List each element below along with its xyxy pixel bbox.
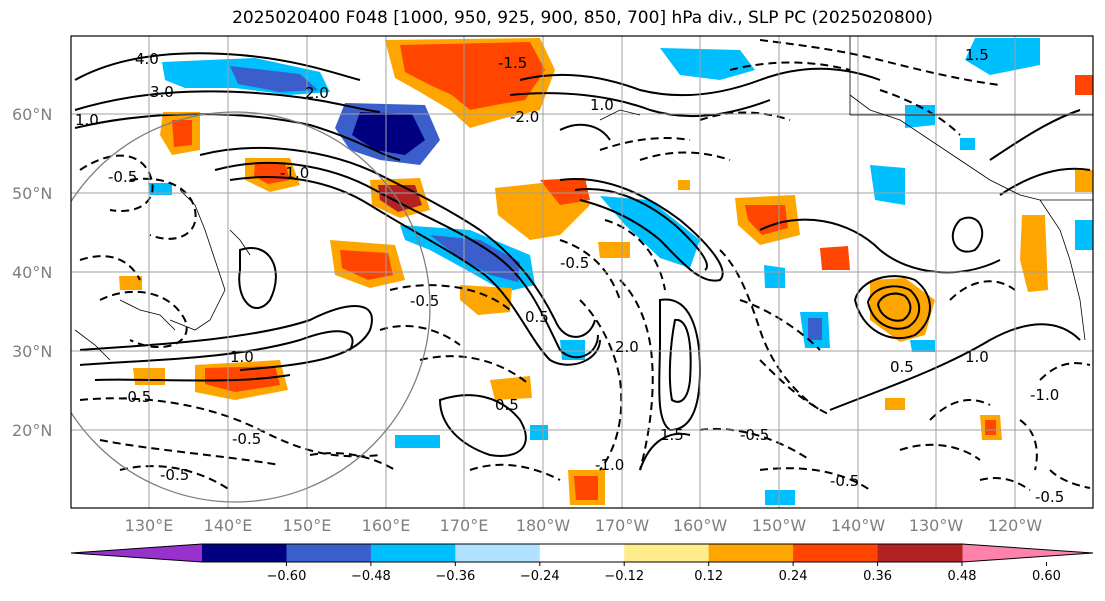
contour-label: 2.0 (615, 338, 639, 356)
contour-label: -1.5 (498, 54, 527, 72)
plot-frame (70, 35, 1094, 509)
colorbar-tick-label: 0.48 (948, 569, 977, 584)
lon-label: 140°W (831, 516, 886, 535)
contour-label: 2.0 (305, 84, 329, 102)
contour-label: -0.5 (830, 472, 859, 490)
lon-label: 160°W (673, 516, 728, 535)
lon-label: 150°W (752, 516, 807, 535)
contour-label: -2.0 (510, 108, 539, 126)
contour-label: 0.5 (525, 308, 549, 326)
colorbar-swatch (286, 544, 372, 562)
colorbar-swatch (539, 544, 625, 562)
contour-label: 1.0 (965, 348, 989, 366)
colorbar-swatch (708, 544, 794, 562)
lat-label: 40°N (12, 263, 52, 282)
coastlines (74, 36, 1093, 361)
contour-label: 1.5 (965, 46, 989, 64)
lon-label: 130°W (909, 516, 964, 535)
contour-label: -0.5 (560, 254, 589, 272)
colorbar-tick-label: −0.60 (267, 569, 307, 584)
lon-label: 140°E (204, 516, 253, 535)
colorbar-outline (70, 543, 1094, 563)
colorbar-tick-label: 0.12 (694, 569, 723, 584)
lat-label: 30°N (12, 342, 52, 361)
colorbar-extend-low (71, 544, 202, 562)
contour-label: -0.5 (108, 168, 137, 186)
latitude-labels: 60°N 50°N 40°N 30°N 20°N (12, 105, 52, 440)
contour-label: 1.5 (660, 426, 684, 444)
map-title: 2025020400 F048 [1000, 950, 925, 900, 85… (232, 8, 933, 28)
contour-label: -1.0 (595, 456, 624, 474)
graticule (71, 36, 1093, 508)
colorbar-tick-label: 0.24 (779, 569, 808, 584)
lon-label: 150°E (283, 516, 332, 535)
contour-label: 1.0 (230, 348, 254, 366)
contour-label: -0.5 (410, 292, 439, 310)
colorbar-tick-label: −0.24 (520, 569, 560, 584)
contour-label: -0.5 (232, 430, 261, 448)
colorbar-tick-label: −0.12 (604, 569, 644, 584)
contour-label: 3.0 (150, 83, 174, 101)
colorbar-tick-label: 0.60 (1032, 569, 1061, 584)
domain-circle (71, 111, 431, 503)
contour-label: 1.0 (75, 111, 99, 129)
colorbar-swatch (370, 544, 456, 562)
contour-label: -0.5 (740, 426, 769, 444)
contour-labels: 4.0 3.0 2.0 1.0 -0.5 -1.0 -1.5 -2.0 -0.5… (75, 46, 1064, 506)
colorbar-tick-label: −0.36 (435, 569, 475, 584)
contour-label: -0.5 (160, 466, 189, 484)
colorbar-swatch (624, 544, 710, 562)
lon-label: 120°W (988, 516, 1043, 535)
lon-label: 170°W (595, 516, 650, 535)
lon-label: 160°E (362, 516, 411, 535)
contour-label: 4.0 (135, 50, 159, 68)
contour-label: -0.5 (1035, 488, 1064, 506)
contour-label: -1.0 (1030, 386, 1059, 404)
longitude-labels: 130°E 140°E 150°E 160°E 170°E 180°W 170°… (125, 516, 1043, 535)
lon-label: 130°E (125, 516, 174, 535)
contour-label: -1.0 (280, 164, 309, 182)
colorbar-extend-high (962, 544, 1093, 562)
colorbar: −0.60 −0.48 −0.36 −0.24 −0.12 0.12 0.24 0.36 0.4… (70, 543, 1094, 584)
colorbar-swatch (202, 544, 287, 562)
colorbar-swatch (793, 544, 879, 562)
positive-contours (74, 52, 1091, 471)
contour-label: 1.0 (590, 96, 614, 114)
lat-label: 60°N (12, 105, 52, 124)
colorbar-tick-label: 0.36 (863, 569, 892, 584)
lat-label: 50°N (12, 184, 52, 203)
contour-label: 0.5 (890, 358, 914, 376)
colorbar-swatch (455, 544, 541, 562)
colorbar-tick-label: −0.48 (351, 569, 391, 584)
contour-label: -0.5 (122, 388, 151, 406)
lon-label: 170°E (440, 516, 489, 535)
contour-label: 0.5 (495, 396, 519, 414)
lon-label: 180°W (516, 516, 571, 535)
lat-label: 20°N (12, 421, 52, 440)
colorbar-swatch (877, 544, 963, 562)
negative-contours (79, 39, 1091, 491)
